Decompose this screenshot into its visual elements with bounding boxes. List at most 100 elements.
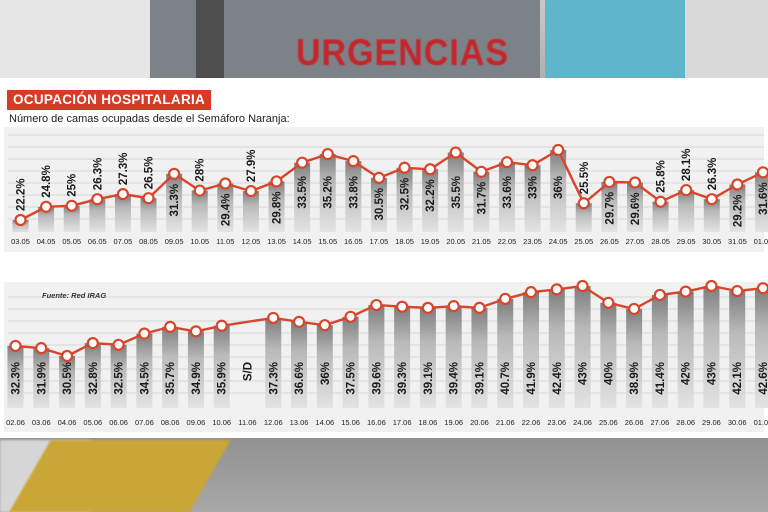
date-tick-label: 09.05 bbox=[165, 237, 184, 246]
data-point bbox=[577, 197, 590, 210]
bar bbox=[550, 150, 567, 232]
bar bbox=[600, 302, 617, 408]
bar bbox=[729, 184, 746, 232]
bar bbox=[575, 203, 592, 232]
date-tick-label: 04.05 bbox=[37, 237, 56, 246]
data-point bbox=[219, 177, 232, 190]
background-teal-wall bbox=[545, 0, 685, 78]
data-label: 28.1% bbox=[681, 148, 693, 181]
bar bbox=[110, 344, 127, 408]
bar bbox=[191, 190, 208, 232]
data-label: 30.5% bbox=[374, 188, 386, 221]
bar bbox=[652, 201, 669, 232]
data-point bbox=[35, 342, 48, 355]
bar bbox=[703, 199, 720, 232]
date-tick-label: 24.05 bbox=[549, 237, 568, 246]
data-point bbox=[372, 171, 386, 184]
date-tick-label: 03.06 bbox=[32, 418, 51, 427]
bar bbox=[345, 161, 362, 232]
data-label: 31.3% bbox=[169, 184, 181, 217]
date-tick-label: 22.06 bbox=[522, 418, 541, 427]
bar bbox=[370, 177, 387, 232]
bar bbox=[114, 194, 131, 232]
data-label: 34.5% bbox=[139, 362, 151, 395]
date-tick-label: 05.06 bbox=[83, 418, 102, 427]
data-label: 40% bbox=[603, 362, 615, 385]
data-point bbox=[396, 300, 409, 313]
data-point bbox=[550, 283, 563, 296]
date-tick-label: 16.06 bbox=[367, 418, 386, 427]
infographic-subtitle: Número de camas ocupadas desde el Semáfo… bbox=[9, 113, 290, 125]
date-tick-label: 29.06 bbox=[702, 418, 721, 427]
data-label: 34.9% bbox=[191, 362, 203, 395]
data-label: 26.5% bbox=[144, 157, 156, 190]
data-label: 32.5% bbox=[114, 362, 126, 395]
bar bbox=[63, 205, 80, 232]
data-label: 32.8% bbox=[88, 362, 100, 395]
data-label: 42.6% bbox=[758, 362, 768, 395]
data-point bbox=[653, 288, 666, 302]
bar bbox=[651, 294, 668, 408]
background-building-left bbox=[0, 0, 150, 78]
data-point bbox=[603, 175, 616, 189]
date-tick-label: 14.06 bbox=[315, 418, 334, 427]
bar bbox=[678, 190, 695, 232]
data-label: 29.7% bbox=[604, 192, 616, 225]
date-tick-label: 25.06 bbox=[599, 418, 618, 427]
date-tick-label: 28.06 bbox=[676, 418, 695, 427]
data-point bbox=[473, 301, 486, 314]
bar bbox=[445, 306, 462, 408]
data-label: 31.9% bbox=[36, 362, 48, 395]
data-label: 39.4% bbox=[449, 362, 461, 395]
data-point bbox=[552, 143, 565, 157]
date-tick-label: 24.06 bbox=[573, 418, 592, 427]
bar bbox=[213, 325, 230, 408]
bar bbox=[38, 206, 55, 232]
date-tick-label: 07.05 bbox=[114, 237, 133, 246]
bar bbox=[626, 308, 643, 408]
date-tick-label: 23.06 bbox=[547, 418, 566, 427]
bar bbox=[368, 305, 385, 408]
bar bbox=[729, 291, 746, 408]
date-tick-label: 12.06 bbox=[264, 418, 283, 427]
bar bbox=[677, 291, 694, 408]
data-point bbox=[654, 195, 667, 208]
bar bbox=[447, 152, 464, 232]
date-tick-label: 08.05 bbox=[139, 237, 158, 246]
bar bbox=[394, 306, 411, 408]
data-point bbox=[292, 315, 306, 328]
bar bbox=[242, 191, 259, 232]
data-label: 28% bbox=[195, 159, 207, 182]
data-label: 35.7% bbox=[165, 362, 177, 395]
data-label: 32.2% bbox=[425, 179, 437, 212]
bar bbox=[574, 286, 591, 408]
data-point bbox=[189, 325, 203, 338]
data-label: 35.2% bbox=[323, 176, 335, 209]
data-point bbox=[500, 156, 514, 169]
date-tick-label: 05.05 bbox=[62, 237, 81, 246]
bar bbox=[217, 183, 234, 232]
bar bbox=[84, 343, 101, 408]
date-tick-label: 11.06 bbox=[238, 418, 256, 427]
date-tick-label: 19.06 bbox=[444, 418, 463, 427]
data-point bbox=[321, 147, 334, 161]
bar bbox=[319, 154, 336, 232]
data-label: 40.7% bbox=[500, 362, 512, 395]
date-tick-label: 29.05 bbox=[677, 237, 696, 246]
data-label: 36.6% bbox=[294, 362, 306, 395]
data-label: 35.9% bbox=[217, 362, 229, 395]
bar bbox=[755, 288, 768, 408]
date-tick-label: 03.05 bbox=[11, 237, 30, 246]
data-label: 36% bbox=[320, 362, 332, 385]
data-label: 22.2% bbox=[16, 178, 28, 211]
data-point bbox=[344, 310, 357, 323]
bar bbox=[294, 162, 311, 232]
bar bbox=[523, 292, 540, 408]
data-label: 32.3% bbox=[11, 362, 23, 395]
data-point bbox=[142, 192, 155, 205]
data-label: 35.5% bbox=[451, 176, 463, 209]
date-tick-label: 18.05 bbox=[395, 237, 414, 246]
data-point bbox=[424, 163, 437, 176]
data-label: 39.1% bbox=[474, 362, 486, 395]
date-tick-label: 16.05 bbox=[344, 237, 363, 246]
